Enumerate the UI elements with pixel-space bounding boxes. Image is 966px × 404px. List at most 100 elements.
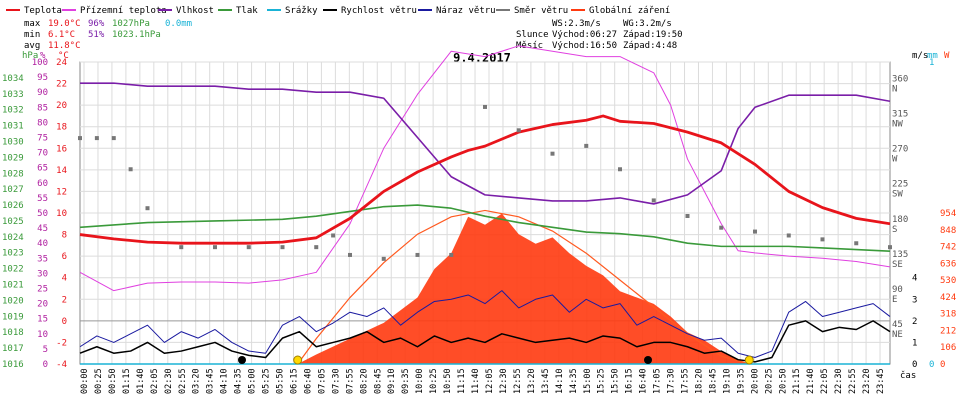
radiation-tick-label: 742 bbox=[940, 243, 956, 253]
time-tick-label: 00:50 bbox=[108, 368, 118, 394]
wind-speed-tick-label: 2 bbox=[912, 317, 917, 327]
temperature-tick-label: -2 bbox=[56, 338, 67, 348]
wind-speed-tick-label: 0 bbox=[912, 360, 917, 370]
humidity-tick-label: 35 bbox=[37, 254, 48, 264]
pressure-axis-unit: hPa bbox=[22, 51, 38, 61]
wind-direction-point bbox=[213, 245, 217, 250]
max-temp: 19.0°C bbox=[48, 19, 81, 29]
pressure-tick-label: 1017 bbox=[2, 344, 24, 354]
legend-item-1: Teplota bbox=[24, 6, 62, 16]
wind-speed-tick-label: 1 bbox=[912, 338, 917, 348]
wind-direction-point bbox=[618, 167, 622, 172]
humidity-tick-label: 75 bbox=[37, 134, 48, 144]
wind-direction-point bbox=[348, 252, 352, 257]
temperature-tick-label: 8 bbox=[62, 231, 67, 241]
wind-speed-line bbox=[79, 320, 891, 363]
pressure-tick-label: 1027 bbox=[2, 185, 24, 195]
time-tick-label: 05:50 bbox=[276, 368, 286, 394]
time-tick-label: 15:25 bbox=[597, 368, 607, 394]
humidity-tick-label: 85 bbox=[37, 103, 48, 113]
humidity-tick-label: 0 bbox=[43, 360, 48, 370]
time-tick-label: 23:45 bbox=[876, 368, 886, 394]
wind-direction-tick-label: SW bbox=[892, 190, 903, 200]
wind-direction-tick-label: NE bbox=[892, 330, 903, 340]
wind-direction-point bbox=[128, 167, 133, 172]
radiation-tick-label: 848 bbox=[940, 226, 956, 236]
wind-direction-point bbox=[145, 206, 150, 211]
wind-direction-point bbox=[786, 233, 791, 238]
pressure-tick-label: 1026 bbox=[2, 201, 24, 211]
chart-legend: Teplota Přízemní teplota Vlhkost Tlak Srážky… bbox=[6, 6, 670, 16]
moonrise-marker bbox=[644, 356, 653, 364]
wind-direction-tick-label: N bbox=[892, 85, 897, 95]
max-label: max bbox=[24, 19, 41, 29]
pressure-tick-label: 1023 bbox=[2, 249, 24, 259]
wind-direction-point bbox=[179, 245, 184, 250]
time-tick-label: 20:25 bbox=[764, 368, 774, 394]
temperature-tick-label: 0 bbox=[62, 317, 67, 327]
wind-gust-line bbox=[79, 290, 891, 359]
humidity-tick-label: 10 bbox=[37, 330, 48, 340]
temperature-tick-label: 10 bbox=[56, 209, 67, 219]
wind-direction-point bbox=[685, 213, 690, 218]
wind-direction-tick-label: SE bbox=[892, 260, 903, 270]
time-tick-label: 23:20 bbox=[862, 368, 872, 394]
wind-direction-point bbox=[753, 229, 757, 234]
astro-block: WS:2.3m/s WG:3.2m/s Slunce Východ:06:27 … bbox=[516, 19, 683, 51]
wind-direction-point bbox=[888, 245, 892, 250]
time-tick-label: 12:30 bbox=[499, 368, 509, 394]
time-tick-label: 22:30 bbox=[834, 368, 844, 394]
rain-tick-label: 1 bbox=[929, 58, 934, 68]
legend-item-9: Globální záření bbox=[589, 6, 670, 16]
humidity-tick-label: 30 bbox=[37, 269, 48, 279]
humidity-tick-label: 5 bbox=[43, 345, 48, 355]
temperature-tick-label: 18 bbox=[56, 123, 67, 133]
pressure-tick-label: 1029 bbox=[2, 153, 24, 163]
wind-direction-point bbox=[854, 241, 859, 246]
time-tick-label: 01:40 bbox=[136, 368, 146, 394]
wind-direction-tick-deg: 315 bbox=[892, 110, 908, 120]
radiation-tick-label: 954 bbox=[940, 209, 956, 219]
time-tick-label: 12:05 bbox=[485, 368, 495, 394]
time-tick-label: 14:10 bbox=[555, 368, 565, 394]
humidity-axis-unit: % bbox=[40, 51, 46, 61]
radiation-tick-label: 0 bbox=[940, 360, 945, 370]
humidity-tick-label: 50 bbox=[37, 209, 48, 219]
legend-item-3: Vlhkost bbox=[176, 6, 214, 16]
plot-group bbox=[78, 45, 892, 365]
moonset-time: Západ:4:48 bbox=[623, 41, 677, 51]
humidity-tick-label: 40 bbox=[37, 239, 48, 249]
time-tick-label: 06:15 bbox=[289, 368, 299, 394]
legend-item-2: Přízemní teplota bbox=[80, 6, 167, 16]
wind-gust-avg: WG:3.2m/s bbox=[623, 19, 672, 29]
time-tick-label: 08:45 bbox=[373, 368, 383, 394]
wind-direction-point bbox=[331, 233, 336, 238]
wind-direction-point bbox=[381, 256, 386, 261]
temperature-axis-unit: °C bbox=[58, 51, 69, 61]
wind-direction-point bbox=[78, 136, 82, 141]
time-tick-label: 10:50 bbox=[443, 368, 453, 394]
humidity-line bbox=[80, 82, 891, 205]
wind-direction-point bbox=[719, 225, 724, 230]
wind-direction-tick-deg: 180 bbox=[892, 215, 908, 225]
pressure-tick-label: 1016 bbox=[2, 360, 24, 370]
time-tick-label: 22:55 bbox=[848, 368, 858, 394]
time-tick-label: 17:05 bbox=[653, 368, 663, 394]
humidity-tick-label: 20 bbox=[37, 300, 48, 310]
humidity-tick-label: 80 bbox=[37, 118, 48, 128]
wind-direction-point bbox=[94, 136, 99, 141]
radiation-tick-label: 318 bbox=[940, 310, 956, 320]
wind-direction-tick-label: NW bbox=[892, 120, 903, 130]
pressure-tick-label: 1018 bbox=[2, 328, 24, 338]
pressure-tick-label: 1021 bbox=[2, 281, 24, 291]
legend-item-5: Srážky bbox=[285, 6, 318, 16]
time-tick-label: 14:35 bbox=[569, 368, 579, 394]
time-tick-label: 17:30 bbox=[667, 368, 677, 394]
temperature-line bbox=[79, 114, 891, 245]
wind-direction-point bbox=[111, 136, 116, 141]
time-tick-label: 15:00 bbox=[583, 368, 593, 394]
wind-direction-tick-deg: 360 bbox=[892, 75, 908, 85]
radiation-tick-label: 212 bbox=[940, 326, 956, 336]
time-tick-label: 20:50 bbox=[778, 368, 788, 394]
